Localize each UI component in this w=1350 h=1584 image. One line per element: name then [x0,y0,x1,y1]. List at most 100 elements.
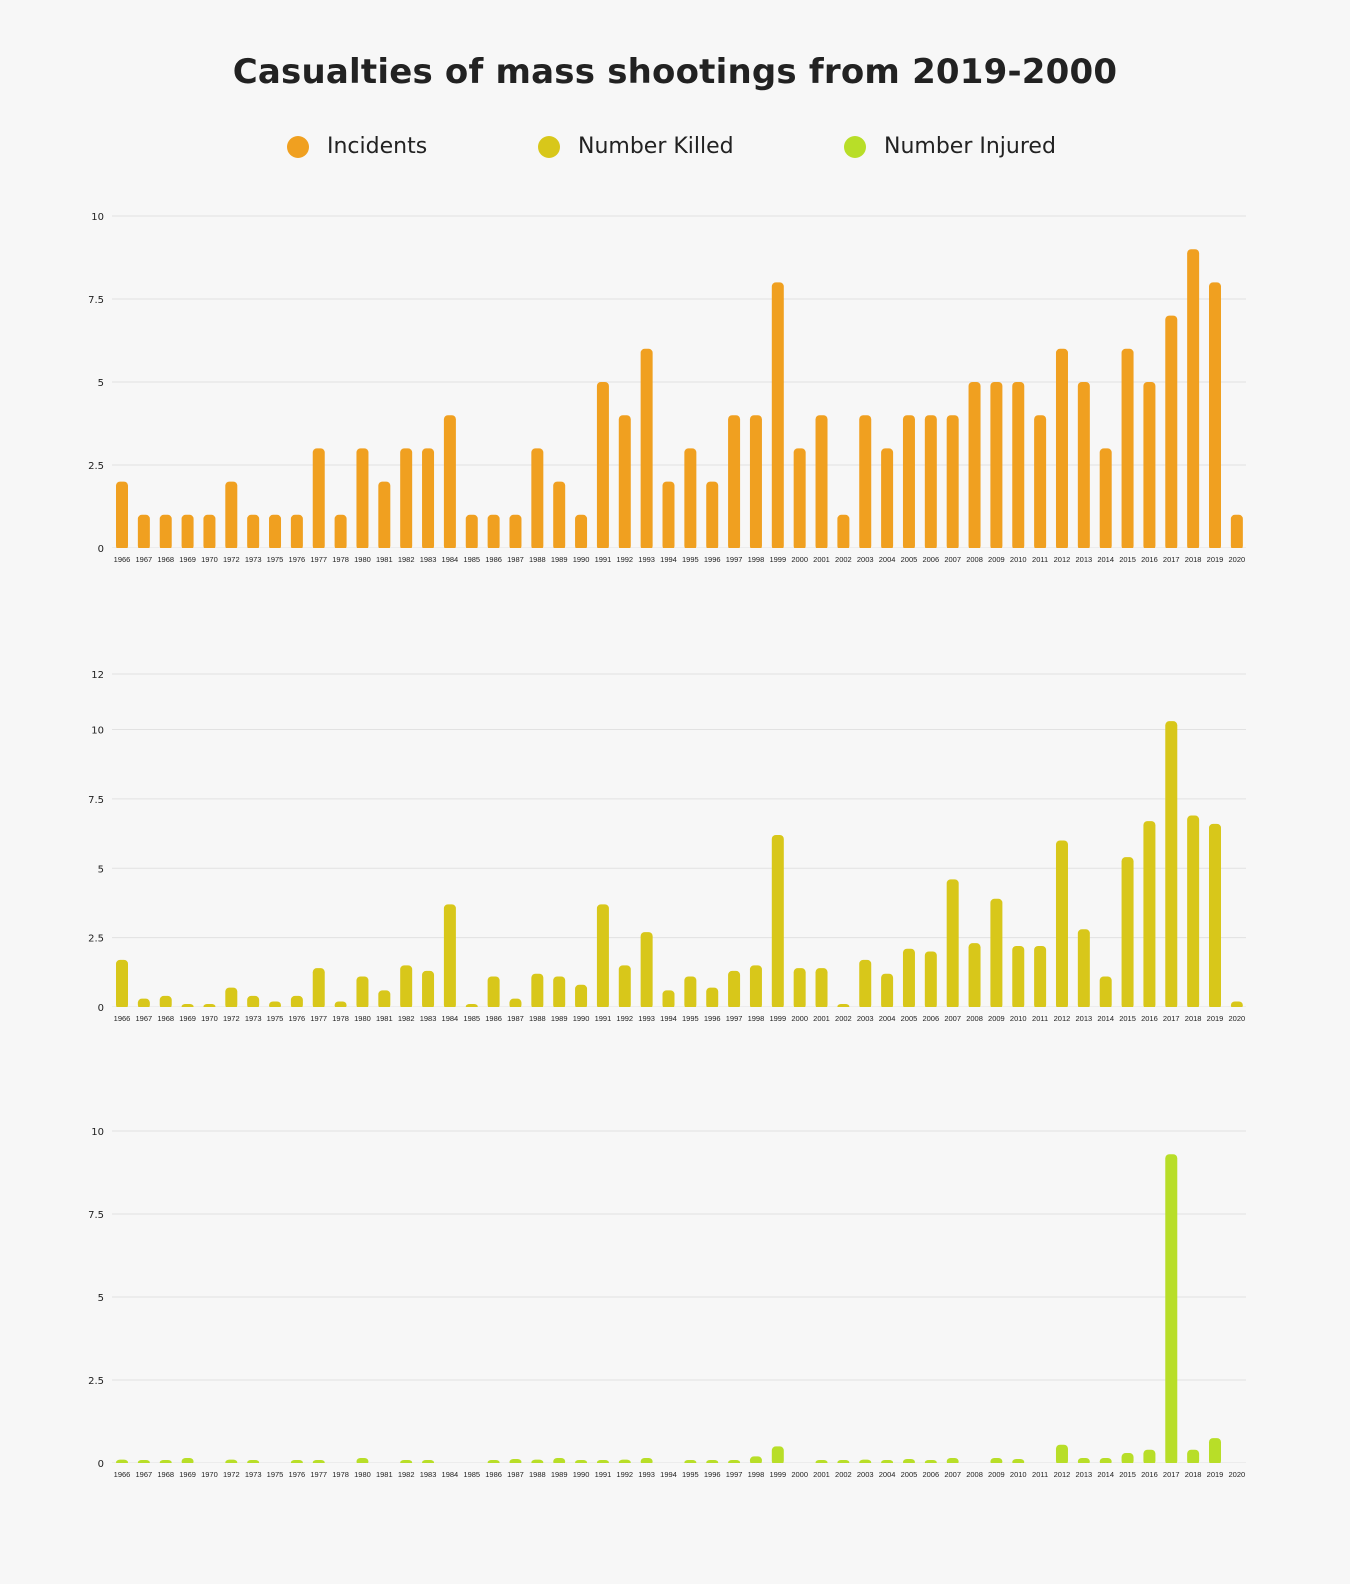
number-killed-bar-1976 [290,995,303,1009]
number-killed-bar-1980 [356,976,369,1009]
incidents-bar-1973 [247,514,260,550]
x-tick-label: 2014 [1097,555,1114,564]
baseline-mask [112,548,1246,551]
x-tick-label: 1989 [551,555,568,564]
x-tick-label: 1991 [595,1470,612,1479]
x-tick-label: 1973 [245,1014,262,1023]
incidents-bar-2018 [1187,249,1200,550]
incidents-bar-1969 [181,514,194,550]
x-tick-label: 1995 [682,1470,699,1479]
x-tick-label: 1985 [463,1470,480,1479]
x-tick-label: 1976 [289,555,306,564]
number-killed-bar-1986 [487,976,500,1009]
number-killed-bar-1990 [575,984,588,1009]
incidents-bar-1970 [203,514,216,550]
x-tick-label: 1984 [442,1470,459,1479]
x-tick-label: 1999 [769,1470,786,1479]
y-tick-label: 10 [91,726,104,737]
x-tick-label: 2015 [1119,1014,1136,1023]
y-tick-label: 2.5 [88,1376,104,1387]
baseline-mask [112,1463,1246,1466]
x-tick-label: 2007 [944,555,961,564]
x-tick-label: 1969 [179,555,196,564]
x-tick-label: 2016 [1141,1014,1158,1023]
x-tick-label: 2009 [988,1014,1005,1023]
incidents-bar-2017 [1165,315,1178,550]
incidents-bar-2007 [946,415,959,550]
number-killed-chart: 0 2.5 5 7.5 10 12 1966 1967 1968 1969 1970 1972 1973… [88,670,1246,1023]
x-tick-label: 2002 [835,1470,852,1479]
x-tick-label: 1967 [136,1470,153,1479]
x-tick-label: 1978 [332,1470,349,1479]
y-tick-label: 2.5 [88,934,104,945]
x-tick-label: 1983 [420,555,437,564]
legend-label-number-killed: Number Killed [578,134,734,159]
y-tick-label: 5 [98,864,104,875]
incidents-bar-1994 [662,481,675,550]
y-tick-label: 0 [98,1003,104,1014]
x-tick-label: 1966 [114,1470,131,1479]
number-killed-bar-2006 [924,951,937,1009]
number-killed-bar-1997 [728,970,741,1009]
number-killed-bar-2005 [902,948,915,1009]
number-killed-bar-1968 [159,995,172,1009]
x-tick-label: 2006 [922,1014,939,1023]
x-tick-label: 2001 [813,555,830,564]
legend-item-number-killed: Number Killed [538,134,734,159]
x-tick-label: 1991 [595,1014,612,1023]
x-tick-label: 1987 [507,1470,524,1479]
number-killed-bar-2014 [1099,976,1112,1009]
x-tick-label: 1987 [507,555,524,564]
number-killed-bar-1993 [640,932,653,1009]
incidents-bar-2013 [1077,382,1090,550]
number-injured-bar-2016 [1143,1449,1156,1465]
x-tick-label: 2013 [1075,1470,1092,1479]
number-killed-bar-2008 [968,943,981,1009]
x-tick-label: 2003 [857,555,874,564]
x-tick-label: 2016 [1141,555,1158,564]
x-tick-label: 2013 [1075,555,1092,564]
number-killed-bar-1999 [771,834,784,1009]
chart-title: Casualties of mass shootings from 2019-2… [232,52,1118,92]
x-tick-label: 2006 [922,555,939,564]
x-tick-label: 2014 [1097,1014,1114,1023]
x-tick-label: 2002 [835,1014,852,1023]
number-injured-bar-1999 [771,1446,784,1465]
x-tick-label: 2015 [1119,1470,1136,1479]
number-killed-bar-1973 [247,995,260,1009]
number-killed-bar-1987 [509,998,522,1009]
x-tick-label: 1982 [398,555,415,564]
number-injured-bar-1998 [749,1456,762,1465]
number-killed-bar-2009 [990,898,1003,1009]
x-tick-label: 2001 [813,1014,830,1023]
y-tick-label: 7.5 [88,295,104,306]
incidents-chart: 0 2.5 5 7.5 10 1966 1967 1968 1969 1970 1972 1973 19… [88,212,1246,564]
x-tick-label: 1999 [769,555,786,564]
x-tick-label: 1992 [616,1014,633,1023]
x-tick-label: 1978 [332,555,349,564]
number-killed-bar-1977 [312,968,325,1009]
number-killed-bar-1972 [225,987,238,1009]
x-tick-label: 1980 [354,1014,371,1023]
y-tick-label: 10 [91,212,104,223]
x-tick-label: 1986 [485,1470,502,1479]
incidents-bar-2002 [837,514,850,550]
number-killed-bar-1995 [684,976,697,1009]
y-tick-label: 0 [98,544,104,555]
x-tick-label: 1969 [179,1470,196,1479]
incidents-bar-2015 [1121,348,1134,550]
x-tick-label: 1993 [638,1470,655,1479]
x-tick-label: 1966 [114,555,131,564]
number-killed-bar-2001 [815,968,828,1009]
y-tick-label: 5 [98,1293,104,1304]
x-tick-label: 1992 [616,1470,633,1479]
incidents-bar-2014 [1099,448,1112,550]
baseline-mask [112,1007,1246,1010]
x-tick-label: 1982 [398,1014,415,1023]
number-killed-bar-2011 [1034,945,1047,1009]
legend-label-number-injured: Number Injured [884,134,1056,159]
x-tick-label: 1994 [660,1470,677,1479]
x-tick-label: 2005 [901,1014,918,1023]
incidents-bar-1976 [290,514,303,550]
x-tick-label: 2000 [791,1014,808,1023]
